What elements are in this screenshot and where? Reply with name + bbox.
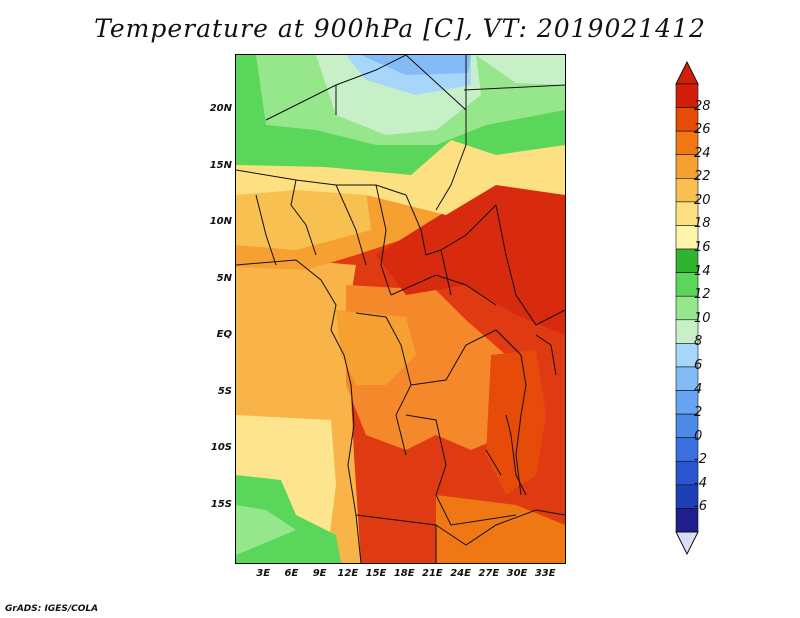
temperature-field (236, 55, 565, 563)
lat-label: EQ (216, 329, 232, 341)
field-westafrica-light (236, 185, 371, 250)
lon-label: 9E (312, 568, 327, 579)
colorbar-under-triangle (675, 531, 699, 556)
colorbar-over-triangle (675, 60, 699, 85)
lon-label: 3E (256, 568, 271, 579)
colorbar-label: 28 (694, 98, 711, 114)
grads-credit: GrADS: IGES/COLA (5, 604, 99, 614)
lat-label: 15S (210, 498, 232, 510)
colorbar (675, 60, 699, 556)
colorbar-label: 24 (694, 145, 711, 161)
colorbar-label: 10 (694, 310, 711, 326)
lat-label: 5N (216, 272, 232, 284)
lon-label: 6E (284, 568, 299, 579)
country-borders (236, 55, 565, 563)
colorbar-label: -6 (694, 499, 707, 515)
colorbar-label: 4 (694, 381, 703, 397)
lon-label: 27E (478, 568, 500, 579)
lat-label: 5S (217, 385, 232, 397)
field-atlantic-cooler (236, 505, 296, 555)
lon-label: 21E (422, 568, 443, 579)
lat-label: 10S (210, 442, 232, 454)
lat-label: 20N (209, 103, 232, 115)
lon-label: 12E (337, 568, 359, 579)
colorbar-label: 2 (694, 405, 703, 421)
colorbar-label: -4 (694, 475, 707, 491)
lat-label: 15N (209, 159, 232, 171)
lon-label: 24E (450, 568, 471, 579)
map-title: Temperature at 900hPa [C], VT: 201902141… (94, 14, 706, 43)
colorbar-label: 6 (694, 357, 703, 373)
colorbar-label: 12 (694, 287, 711, 303)
field-gabon-orange (336, 310, 416, 385)
field-eastafrica-red (486, 350, 546, 495)
field-sahel-yellow (236, 140, 565, 215)
lat-label: 10N (209, 216, 232, 228)
colorbar-label: 26 (694, 122, 711, 138)
temperature-map (235, 54, 566, 564)
lon-label: 18E (393, 568, 415, 579)
colorbar-label: 20 (694, 192, 711, 208)
colorbar-label: 14 (694, 263, 711, 279)
colorbar-label: 0 (694, 428, 703, 444)
colorbar-label: 22 (694, 169, 711, 185)
field-libya-pale (476, 55, 565, 85)
field-sahara-deepblue (361, 55, 471, 75)
lon-label: 30E (506, 568, 528, 579)
lon-label: 33E (534, 568, 556, 579)
colorbar-label: -2 (694, 452, 707, 468)
field-southeast-orange (436, 495, 565, 563)
colorbar-label: 8 (694, 334, 703, 350)
lon-label: 15E (365, 568, 387, 579)
colorbar-label: 18 (694, 216, 711, 232)
colorbar-label: 16 (694, 240, 711, 256)
